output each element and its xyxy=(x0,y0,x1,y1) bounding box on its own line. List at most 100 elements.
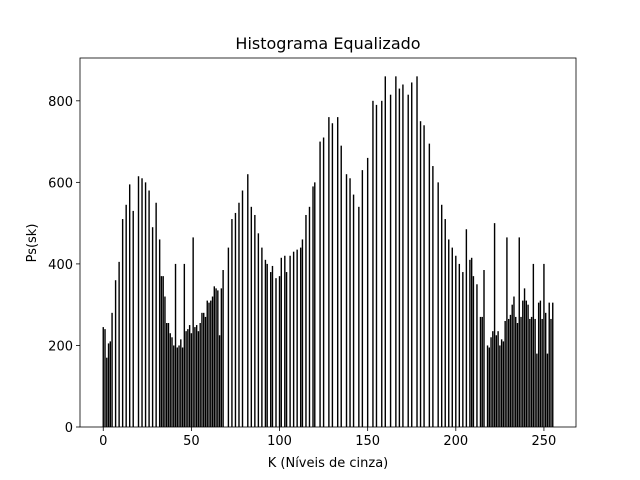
bar xyxy=(102,327,104,427)
bar xyxy=(222,270,224,427)
bar xyxy=(195,325,198,427)
bar xyxy=(541,318,543,427)
bar xyxy=(218,335,221,427)
bar xyxy=(402,84,404,428)
bar xyxy=(285,272,288,427)
bar xyxy=(266,263,268,427)
bar xyxy=(183,263,186,427)
bar xyxy=(185,331,187,427)
bar xyxy=(462,272,464,427)
bar xyxy=(203,312,205,427)
bar xyxy=(206,300,208,427)
y-axis-label: Ps(sk) xyxy=(25,224,40,263)
x-tick-label: 0 xyxy=(99,434,107,449)
bar xyxy=(264,259,267,427)
bar xyxy=(502,341,505,427)
bar xyxy=(488,347,490,427)
bar xyxy=(171,337,173,427)
bar xyxy=(305,214,307,427)
chart-title: Histograma Equalizado xyxy=(235,34,420,53)
bar xyxy=(546,353,549,427)
bar xyxy=(144,182,147,427)
y-tick-label: 800 xyxy=(48,95,73,110)
bar xyxy=(516,323,519,427)
bar xyxy=(437,182,439,427)
bar xyxy=(358,206,360,427)
x-tick-label: 200 xyxy=(443,434,468,449)
bar xyxy=(284,255,286,427)
bar xyxy=(495,335,498,427)
bar xyxy=(506,237,508,427)
bar xyxy=(389,94,392,427)
bar xyxy=(539,300,542,427)
bar xyxy=(109,341,112,427)
bar xyxy=(299,247,302,427)
bar xyxy=(532,263,535,427)
bar xyxy=(548,302,550,427)
bar xyxy=(137,176,140,427)
bar xyxy=(160,276,163,427)
bar xyxy=(527,304,529,427)
bar xyxy=(106,357,108,427)
bar xyxy=(331,123,334,427)
bar xyxy=(384,76,386,427)
bar xyxy=(336,117,339,427)
bar xyxy=(201,312,203,427)
bar xyxy=(215,288,217,427)
bar xyxy=(250,206,253,427)
bar xyxy=(497,331,499,427)
bar xyxy=(301,239,304,427)
bar xyxy=(292,251,295,427)
bar xyxy=(181,347,184,427)
bar xyxy=(500,339,503,427)
bar xyxy=(167,323,170,427)
bar xyxy=(211,296,214,427)
bar xyxy=(162,276,164,427)
bar xyxy=(118,261,120,427)
bar xyxy=(529,318,531,427)
bar xyxy=(481,316,483,427)
bar xyxy=(173,345,175,427)
bar xyxy=(322,137,325,427)
bar xyxy=(107,343,110,427)
bar xyxy=(543,263,545,427)
bar xyxy=(164,296,166,427)
bar xyxy=(180,339,182,427)
bar xyxy=(111,312,113,427)
bar xyxy=(227,247,230,427)
bar xyxy=(158,239,161,427)
bar xyxy=(448,239,450,427)
bar xyxy=(220,288,223,427)
bar xyxy=(550,318,552,427)
bar xyxy=(296,249,298,427)
bar xyxy=(472,276,475,427)
bar xyxy=(536,353,538,427)
bar xyxy=(188,325,191,427)
bar xyxy=(261,247,263,427)
bar xyxy=(398,88,401,427)
bar xyxy=(458,263,461,427)
bar xyxy=(166,323,168,427)
bar xyxy=(523,288,526,427)
y-tick-label: 0 xyxy=(65,421,73,436)
bar xyxy=(254,214,256,427)
bar xyxy=(479,316,482,427)
bar xyxy=(345,174,348,427)
bar xyxy=(432,166,434,427)
bar xyxy=(155,202,157,427)
x-tick-label: 100 xyxy=(267,434,292,449)
bar xyxy=(530,316,533,427)
bar xyxy=(190,333,193,427)
bar xyxy=(375,104,378,428)
bar xyxy=(499,345,501,427)
bar xyxy=(490,337,492,427)
bar xyxy=(328,117,330,427)
bar xyxy=(121,219,124,427)
bar xyxy=(372,100,374,427)
bar xyxy=(518,237,520,427)
bar xyxy=(204,316,207,427)
bar xyxy=(451,247,453,427)
bar xyxy=(114,280,117,427)
bar xyxy=(271,265,274,427)
bar xyxy=(312,186,314,427)
